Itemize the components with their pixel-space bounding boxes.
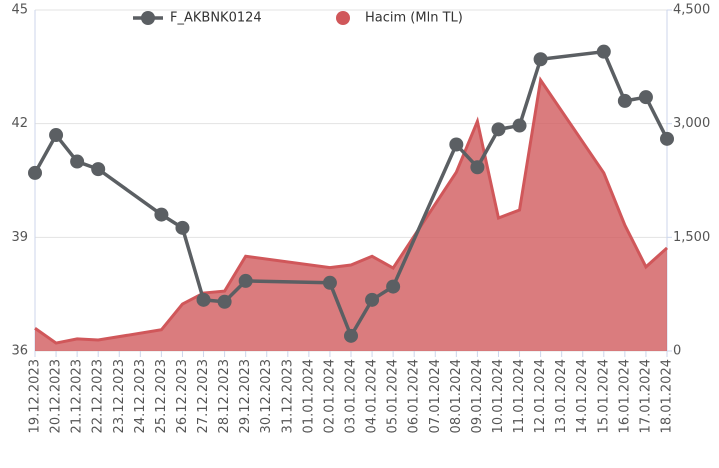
x-tick-label: 27.12.2023	[196, 359, 211, 433]
y2-tick-label: 0	[673, 344, 681, 359]
x-tick-label: 25.12.2023	[154, 359, 169, 433]
marker	[196, 292, 211, 307]
x-tick-label: 09.01.2024	[470, 359, 485, 433]
x-tick-label: 30.12.2023	[259, 359, 274, 433]
marker	[512, 118, 527, 133]
y-tick-label: 39	[11, 230, 28, 245]
marker	[533, 52, 548, 67]
marker	[365, 292, 380, 307]
x-tick-label: 22.12.2023	[91, 359, 106, 433]
x-tick-label: 18.01.2024	[660, 359, 675, 433]
marker	[491, 122, 506, 137]
x-tick-label: 31.12.2023	[280, 359, 295, 433]
marker	[91, 162, 106, 177]
y-tick-label: 36	[11, 344, 28, 359]
x-tick-label: 14.01.2024	[575, 359, 590, 433]
x-tick-label: 02.01.2024	[322, 359, 337, 433]
x-tick-label: 16.01.2024	[617, 359, 632, 433]
marker	[238, 273, 253, 288]
x-tick-label: 28.12.2023	[217, 359, 232, 433]
x-tick-label: 06.01.2024	[407, 359, 422, 433]
y2-tick-label: 1,500	[673, 230, 710, 245]
y2-tick-label: 3,000	[673, 116, 710, 131]
x-tick-label: 13.01.2024	[554, 359, 569, 433]
marker	[49, 128, 64, 143]
marker	[470, 160, 485, 175]
area-line	[34, 76, 669, 345]
y-tick-label: 42	[11, 116, 28, 131]
x-tick-label: 15.01.2024	[596, 359, 611, 433]
x-tick-label: 08.01.2024	[449, 359, 464, 433]
legend-label: Hacim (Mln TL)	[365, 11, 463, 26]
y-tick-label: 45	[11, 3, 28, 18]
x-tick-label: 26.12.2023	[175, 359, 190, 433]
marker	[449, 137, 464, 152]
x-tick-label: 03.01.2024	[344, 359, 359, 433]
y2-tick-label: 4,500	[673, 3, 710, 18]
legend-label: F_AKBNK0124	[170, 11, 262, 26]
marker	[617, 93, 632, 108]
x-tick-label: 19.12.2023	[28, 359, 43, 433]
marker	[638, 90, 653, 105]
marker	[217, 294, 232, 309]
marker	[175, 220, 190, 235]
x-tick-label: 17.01.2024	[638, 359, 653, 433]
area	[35, 80, 667, 351]
x-tick-label: 01.01.2024	[301, 359, 316, 433]
x-tick-label: 20.12.2023	[49, 359, 64, 433]
marker	[322, 275, 337, 290]
marker	[154, 207, 169, 222]
line	[33, 49, 669, 338]
marker	[28, 165, 42, 180]
marker	[344, 328, 358, 343]
x-tick-label: 24.12.2023	[133, 359, 148, 433]
x-tick-label: 10.01.2024	[491, 359, 506, 433]
x-tick-label: 07.01.2024	[428, 359, 443, 433]
marker	[660, 131, 674, 146]
marker	[386, 279, 401, 294]
x-tick-label: 12.01.2024	[533, 359, 548, 433]
legend-symbol	[336, 11, 350, 25]
marker	[70, 154, 85, 169]
x-tick-label: 23.12.2023	[112, 359, 127, 433]
x-tick-label: 21.12.2023	[70, 359, 85, 433]
legend-symbol	[141, 11, 155, 25]
x-tick-label: 04.01.2024	[365, 359, 380, 433]
x-tick-label: 11.01.2024	[512, 359, 527, 433]
x-tick-label: 05.01.2024	[386, 359, 401, 433]
x-tick-label: 29.12.2023	[238, 359, 253, 433]
marker	[596, 44, 611, 59]
